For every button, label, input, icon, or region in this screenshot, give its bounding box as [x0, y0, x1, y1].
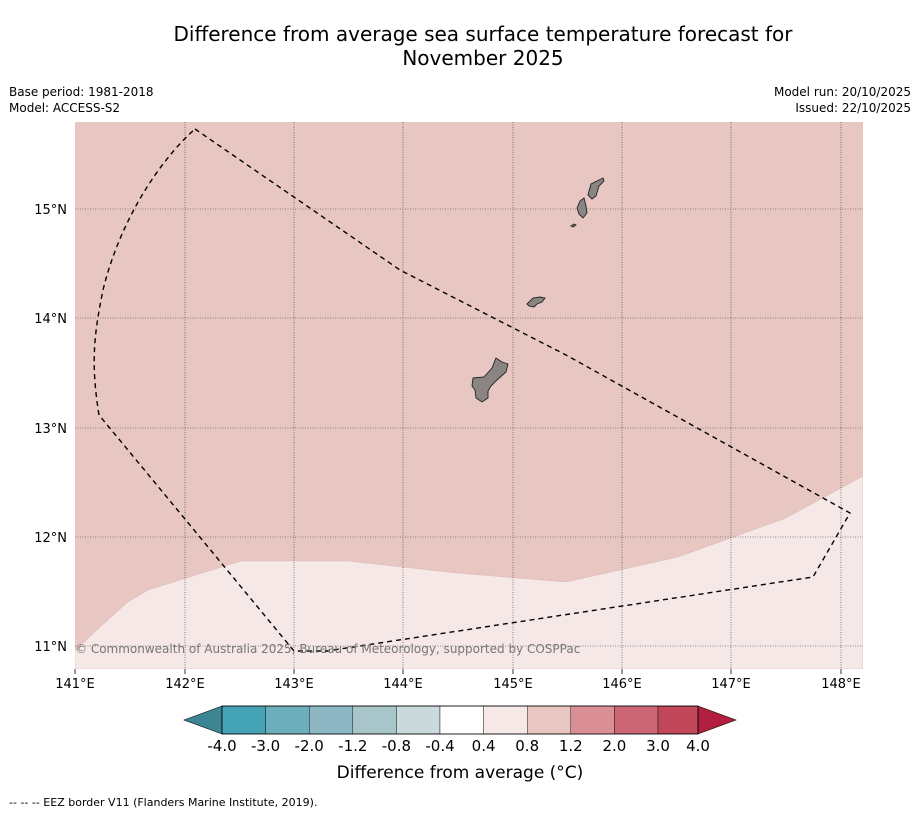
colorbar-tick-label: -1.2	[338, 737, 367, 755]
colorbar-tick-labels: -4.0 -3.0 -2.0 -1.2 -0.8 -0.4 0.4 0.8 1.…	[207, 737, 710, 755]
x-tick-label: 147°E	[711, 677, 751, 692]
x-tick-label: 143°E	[274, 677, 314, 692]
land-masses	[471, 177, 605, 403]
colorbar-segment	[657, 705, 699, 735]
eez-border	[93, 128, 851, 652]
colorbar-segment	[439, 705, 484, 735]
colorbar-segment	[352, 705, 397, 735]
colorbar-over-arrow	[697, 705, 737, 735]
x-tick-label: 148°E	[821, 677, 861, 692]
x-axis-ticks: 141°E 142°E 143°E 144°E 145°E 146°E 147°…	[55, 669, 861, 692]
y-tick-label: 11°N	[34, 640, 67, 655]
model-run: Model run: 20/10/2025	[773, 85, 911, 99]
island-tinian	[576, 197, 588, 219]
colorbar-under-arrow	[183, 705, 223, 735]
colorbar-segment	[265, 705, 310, 735]
colorbar-tick-label: -3.0	[251, 737, 280, 755]
colorbar-segment	[221, 705, 266, 735]
graticule	[75, 122, 863, 669]
y-tick-label: 14°N	[34, 312, 67, 327]
y-tick-label: 12°N	[34, 531, 67, 546]
colorbar-frame	[221, 705, 699, 735]
map-plot: © Commonwealth of Australia 2025, Bureau…	[75, 122, 863, 669]
colorbar-tick-label: 4.0	[686, 737, 710, 755]
colorbar-tick-label: 3.0	[646, 737, 670, 755]
colorbar-tick-label: 0.8	[515, 737, 539, 755]
colorbar-tick-label: -0.4	[425, 737, 454, 755]
meta-right: Model run: 20/10/2025 Issued: 22/10/2025	[774, 84, 911, 116]
colorbar-segment	[527, 705, 572, 735]
title-line-1: Difference from average sea surface temp…	[173, 22, 793, 46]
island-aguijan	[570, 223, 577, 228]
colorbar-segment	[614, 705, 659, 735]
y-tick-label: 15°N	[34, 203, 67, 218]
colorbar-tick-label: -4.0	[207, 737, 236, 755]
x-tick-label: 146°E	[602, 677, 642, 692]
title-line-2: November 2025	[402, 46, 564, 70]
colorbar: -4.0 -3.0 -2.0 -1.2 -0.8 -0.4 0.4 0.8 1.…	[183, 705, 737, 755]
eez-footnote: -- -- -- EEZ border V11 (Flanders Marine…	[9, 796, 318, 809]
colorbar-tick-label: -2.0	[295, 737, 324, 755]
x-tick-label: 141°E	[55, 677, 95, 692]
colorbar-segment	[309, 705, 354, 735]
colorbar-tick-label: 2.0	[602, 737, 626, 755]
colorbar-segment	[396, 705, 441, 735]
colorbar-tick-label: 0.4	[472, 737, 496, 755]
y-axis-ticks: 11°N 12°N 13°N 14°N 15°N	[34, 203, 67, 655]
issued-date: Issued: 22/10/2025	[795, 101, 911, 115]
x-tick-label: 145°E	[493, 677, 533, 692]
x-tick-label: 144°E	[383, 677, 423, 692]
colorbar-label: Difference from average (°C)	[336, 763, 584, 783]
colorbar-segment	[483, 705, 528, 735]
meta-left: Base period: 1981-2018 Model: ACCESS-S2	[9, 84, 154, 116]
colorbar-segment	[570, 705, 615, 735]
copyright-notice: © Commonwealth of Australia 2025, Bureau…	[75, 642, 580, 656]
y-tick-label: 13°N	[34, 422, 67, 437]
island-guam	[471, 357, 509, 403]
chart-title: Difference from average sea surface temp…	[75, 22, 891, 70]
island-rota	[526, 296, 546, 308]
x-tick-label: 142°E	[165, 677, 205, 692]
colorbar-tick-label: -0.8	[382, 737, 411, 755]
colorbar-tick-label: 1.2	[559, 737, 583, 755]
model-name: Model: ACCESS-S2	[9, 101, 121, 115]
island-saipan	[587, 177, 605, 200]
anomaly-region-low	[75, 475, 863, 669]
base-period: Base period: 1981-2018	[9, 85, 154, 99]
